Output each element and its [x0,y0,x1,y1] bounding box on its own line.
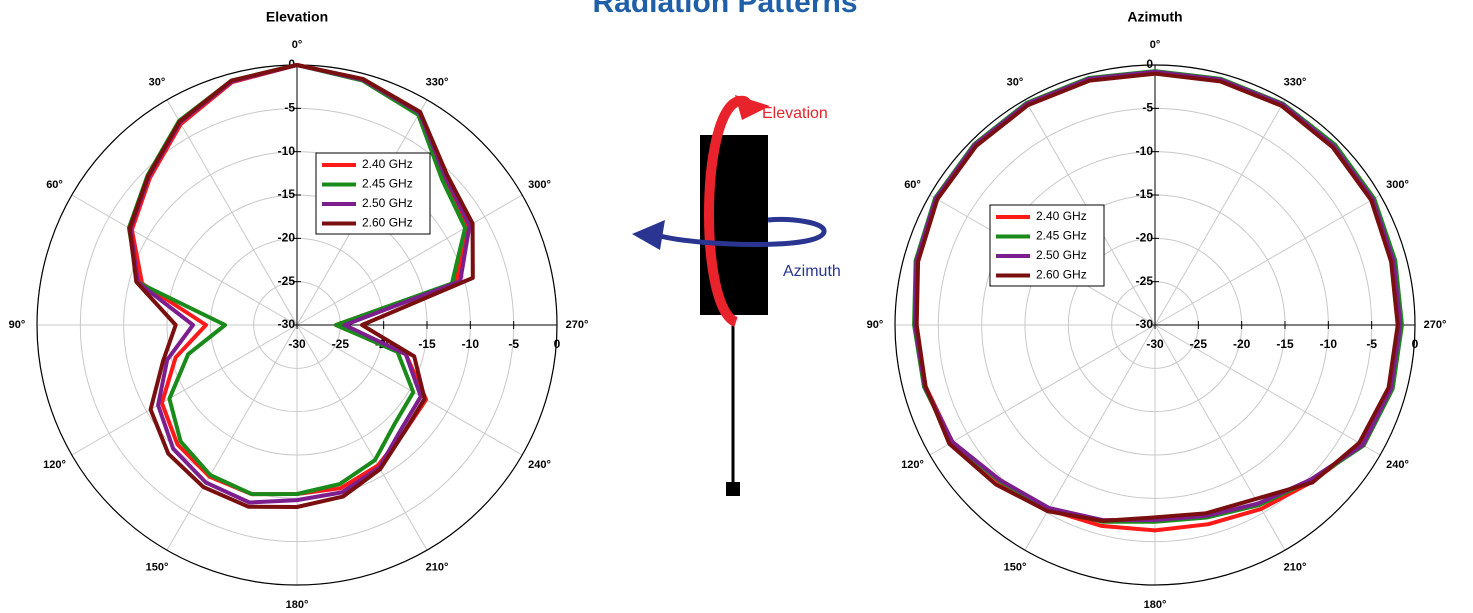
chart-title: Elevation [266,9,328,25]
legend-label: 2.60 GHz [1036,268,1087,282]
page-title: Radiation Patterns [592,0,857,19]
theta-tick-label: 330° [426,76,449,88]
r-tick-label: -10 [278,144,296,158]
theta-tick-label: 210° [426,561,449,573]
r-tick-label: -5 [1142,101,1153,115]
page: Radiation Patterns Elevation Azimuth Ele… [0,0,1473,613]
r-tick-label: -5 [284,101,295,115]
series-line [917,74,1398,521]
azimuth-label: Azimuth [783,263,841,280]
r-tick-label: -15 [278,187,296,201]
r-tick-label: -25 [332,337,350,351]
theta-tick-label: 270° [1424,319,1447,331]
r-tick-label: -30 [288,337,306,351]
r-tick-label: -15 [418,337,436,351]
r-tick-label: -30 [1146,337,1164,351]
r-tick-label: -20 [1136,231,1154,245]
theta-tick-label: 90° [9,319,26,331]
theta-tick-label: 30° [1007,76,1024,88]
theta-tick-label: 0° [1150,39,1161,51]
r-tick-label: -15 [1136,187,1154,201]
r-tick-label: -25 [1136,274,1154,288]
theta-tick-label: 180° [286,599,309,611]
series-line [132,65,468,494]
polar-chart: Azimuth 0° 30° 60° 90° 120° 150° 180° 210° 240° 27… [867,9,1447,611]
azimuth-arrowhead [632,220,665,250]
antenna-diagram: Elevation Azimuth [632,95,841,496]
legend-label: 2.40 GHz [362,157,413,171]
r-tick-label: -5 [508,337,519,351]
chart-title: Azimuth [1127,9,1182,25]
theta-tick-label: 60° [46,179,63,191]
theta-tick-label: 150° [146,561,169,573]
grid-spoke [1155,195,1380,325]
theta-tick-label: 0° [292,39,303,51]
grid-spoke [930,325,1155,455]
antenna-foot [726,482,740,496]
legend-label: 2.45 GHz [1036,229,1087,243]
r-tick-label: -5 [1366,337,1377,351]
r-tick-label: -10 [1320,337,1338,351]
theta-tick-label: 240° [528,459,551,471]
r-tick-label: 0 [554,337,561,351]
r-tick-label: -20 [278,231,296,245]
theta-tick-label: 300° [1386,179,1409,191]
theta-tick-label: 30° [149,76,166,88]
legend-label: 2.40 GHz [1036,209,1087,223]
legend-label: 2.50 GHz [362,196,413,210]
r-tick-label: -30 [1136,317,1154,331]
r-tick-label: -30 [278,317,296,331]
r-tick-label: -15 [1276,337,1294,351]
theta-tick-label: 120° [901,459,924,471]
theta-tick-label: 150° [1004,561,1027,573]
r-tick-label: -25 [278,274,296,288]
legend: 2.40 GHz 2.45 GHz 2.50 GHz 2.60 GHz [990,205,1104,286]
theta-tick-label: 330° [1284,76,1307,88]
legend: 2.40 GHz 2.45 GHz 2.50 GHz 2.60 GHz [316,153,430,234]
theta-tick-label: 180° [1144,599,1167,611]
r-tick-label: -10 [1136,144,1154,158]
r-tick-label: 0 [1412,337,1419,351]
r-tick-label: 0 [1146,57,1153,71]
theta-tick-label: 210° [1284,561,1307,573]
legend-label: 2.60 GHz [362,216,413,230]
grid-spoke [167,100,297,325]
theta-tick-label: 240° [1386,459,1409,471]
grid-spoke [72,325,297,455]
polar-chart: Elevation 0° 30° 60° 90° 120° 150° 180° 210° 240°… [9,9,589,611]
theta-tick-label: 270° [566,319,589,331]
legend-label: 2.45 GHz [362,177,413,191]
theta-tick-label: 90° [867,319,884,331]
grid-spoke [1155,100,1285,325]
r-tick-label: -10 [462,337,480,351]
r-tick-label: -20 [1233,337,1251,351]
r-tick-label: -25 [1190,337,1208,351]
theta-tick-label: 60° [904,179,921,191]
theta-tick-label: 300° [528,179,551,191]
legend-label: 2.50 GHz [1036,248,1087,262]
theta-tick-label: 120° [43,459,66,471]
elevation-label: Elevation [762,105,828,122]
